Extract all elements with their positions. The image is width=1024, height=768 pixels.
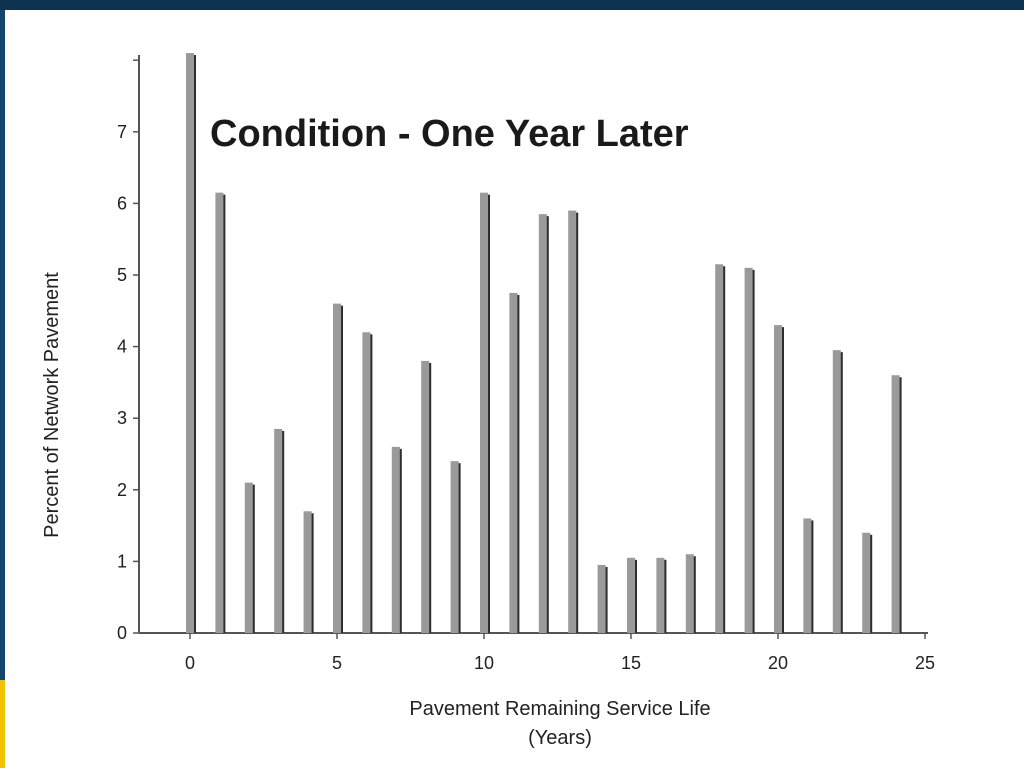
bar-fill <box>450 461 459 633</box>
bar-fill <box>656 557 665 633</box>
bar-fill <box>685 554 694 633</box>
bar-fill <box>832 350 841 633</box>
bar-fill <box>333 303 341 633</box>
x-tick-label: 0 <box>185 653 195 673</box>
top-frame-band <box>0 0 1024 10</box>
bar <box>832 350 843 633</box>
accent-stripe <box>0 680 5 768</box>
bar <box>215 192 226 633</box>
bar <box>303 511 314 633</box>
bar <box>568 210 579 633</box>
bar-fill <box>421 360 430 633</box>
y-axis-title: Percent of Network Pavement <box>41 272 63 538</box>
bar <box>186 53 196 634</box>
bar-fill <box>862 532 871 633</box>
bar <box>862 532 873 633</box>
bars <box>186 53 902 634</box>
bar <box>421 360 432 633</box>
bar <box>744 267 755 633</box>
y-tick-label: 1 <box>117 551 127 571</box>
y-tick-label: 3 <box>117 408 127 428</box>
bar <box>274 428 285 633</box>
bar <box>538 214 549 633</box>
bar <box>715 264 726 633</box>
x-axis-unit: (Years) <box>528 727 592 749</box>
bar <box>244 482 255 633</box>
bar <box>450 461 461 633</box>
bar <box>391 446 402 633</box>
axis-ticks: 0 1 2 3 4 5 6 7 0 5 10 15 20 25 <box>117 59 935 673</box>
bar <box>774 325 784 633</box>
y-tick-label: 4 <box>117 337 127 357</box>
y-tick-label: 6 <box>117 193 127 213</box>
bar-fill <box>480 192 488 633</box>
y-tick-label: 2 <box>117 480 127 500</box>
bar-fill <box>538 214 547 633</box>
bar-fill <box>362 332 371 633</box>
bar <box>480 192 490 633</box>
bar-fill <box>715 264 724 633</box>
x-tick-label: 5 <box>332 653 342 673</box>
y-tick-label: 0 <box>117 623 127 643</box>
bar <box>656 557 667 633</box>
x-tick-label: 25 <box>915 653 935 673</box>
bar-fill <box>215 192 224 633</box>
bar-fill <box>274 428 283 633</box>
bar-fill <box>891 375 900 633</box>
x-tick-label: 10 <box>474 653 494 673</box>
x-tick-label: 15 <box>621 653 641 673</box>
bar <box>627 557 637 633</box>
chart-title: Condition - One Year Later <box>210 113 689 155</box>
y-tick-label: 7 <box>117 122 127 142</box>
bar-fill <box>803 518 812 633</box>
bar <box>891 375 902 633</box>
bar-fill <box>509 292 518 633</box>
bar <box>509 292 520 633</box>
bar <box>362 332 373 633</box>
bar-fill <box>244 482 253 633</box>
bar-fill <box>186 53 194 634</box>
x-axis-title: Pavement Remaining Service Life <box>409 698 710 720</box>
bar-fill <box>597 564 606 633</box>
bar <box>597 564 608 633</box>
bar <box>685 554 696 633</box>
bar-fill <box>303 511 312 633</box>
bar-fill <box>568 210 577 633</box>
bar <box>803 518 814 633</box>
bar-fill <box>744 267 753 633</box>
bar-fill <box>391 446 400 633</box>
bar-fill <box>774 325 782 633</box>
x-tick-label: 20 <box>768 653 788 673</box>
bar-fill <box>627 557 635 633</box>
chart-axes <box>138 55 928 634</box>
bar <box>333 303 343 633</box>
y-tick-label: 5 <box>117 265 127 285</box>
